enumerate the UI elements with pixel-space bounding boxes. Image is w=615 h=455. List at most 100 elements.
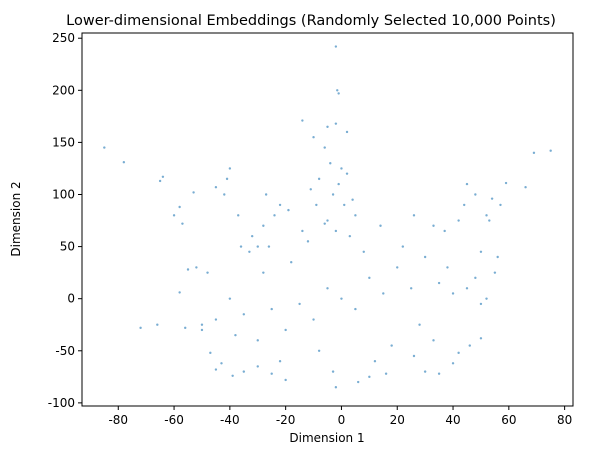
scatter-point <box>390 344 393 347</box>
scatter-point <box>306 240 310 243</box>
scatter-point <box>312 318 315 321</box>
scatter-point <box>401 245 405 248</box>
scatter-point <box>504 181 508 185</box>
x-tick-label: 40 <box>445 413 460 427</box>
scatter-point <box>200 323 204 326</box>
scatter-point <box>186 268 190 271</box>
scatter-point <box>337 182 340 186</box>
scatter-point <box>206 271 209 274</box>
scatter-point <box>457 351 460 355</box>
scatter-point <box>532 151 536 155</box>
scatter-point <box>225 177 229 181</box>
scatter-point <box>373 360 377 363</box>
scatter-point <box>278 203 282 207</box>
scatter-point <box>156 323 159 326</box>
scatter-point <box>250 234 254 238</box>
x-tick-label: -40 <box>220 413 240 427</box>
plot-frame <box>81 32 574 407</box>
scatter-point <box>479 302 483 306</box>
scatter-point <box>340 167 343 170</box>
scatter-point <box>368 375 371 379</box>
scatter-point <box>256 245 259 248</box>
scatter-point <box>418 323 421 326</box>
y-tick-label: -50 <box>55 344 75 358</box>
scatter-point <box>309 188 312 191</box>
scatter-point <box>457 219 460 222</box>
scatter-point <box>264 193 268 196</box>
scatter-point <box>184 326 187 330</box>
scatter-point <box>329 162 332 165</box>
scatter-point <box>234 333 237 337</box>
y-tick-label: 100 <box>52 187 75 201</box>
scatter-point <box>122 161 126 164</box>
x-tick-label: -60 <box>164 413 184 427</box>
scatter-point <box>326 219 329 222</box>
scatter-point <box>368 276 371 280</box>
scatter-point <box>396 266 399 269</box>
scatter-point <box>412 214 416 217</box>
scatter-point <box>267 245 271 248</box>
scatter-point <box>223 193 226 196</box>
data-points <box>103 45 552 389</box>
scatter-point <box>336 89 339 92</box>
scatter-point <box>451 362 455 365</box>
scatter-point <box>315 203 318 207</box>
scatter-point <box>479 337 483 340</box>
scatter-point <box>172 214 176 217</box>
scatter-point <box>323 222 326 225</box>
scatter-point <box>488 219 491 222</box>
scatter-point <box>465 182 469 186</box>
scatter-point <box>284 328 287 332</box>
scatter-point <box>270 372 273 375</box>
scatter-point <box>331 370 335 373</box>
scatter-point <box>331 193 335 196</box>
scatter-point <box>499 203 502 207</box>
scatter-point <box>485 214 488 217</box>
scatter-point <box>273 214 276 217</box>
x-tick-label: 80 <box>557 413 572 427</box>
scatter-point <box>493 271 497 274</box>
scatter-point <box>158 179 162 183</box>
scatter-point <box>228 167 232 170</box>
scatter-point <box>262 271 265 274</box>
scatter-point <box>412 354 416 358</box>
x-tick-label: 60 <box>501 413 516 427</box>
scatter-point <box>337 92 340 95</box>
scatter-point <box>340 297 343 300</box>
scatter-point <box>214 368 218 371</box>
scatter-point <box>474 193 477 196</box>
scatter-point <box>256 365 259 368</box>
scatter-point <box>496 255 499 259</box>
scatter-point <box>287 208 290 212</box>
scatter-point <box>323 146 326 149</box>
x-axis-ticks: -80 -60 -40 -20 0 20 40 60 80 <box>108 406 572 427</box>
scatter-point <box>103 146 106 149</box>
scatter-point <box>317 349 321 352</box>
scatter-point <box>139 326 142 330</box>
scatter-point <box>382 292 385 295</box>
scatter-point <box>432 224 435 227</box>
y-tick-label: 150 <box>52 135 75 149</box>
scatter-point <box>334 386 338 389</box>
scatter-point <box>465 287 469 290</box>
scatter-point <box>463 203 466 207</box>
scatter-point <box>220 362 223 365</box>
scatter-point <box>317 177 321 181</box>
y-tick-label: 50 <box>60 240 75 254</box>
scatter-point <box>343 203 346 207</box>
scatter-point <box>262 224 265 227</box>
scatter-point <box>423 370 427 373</box>
scatter-point <box>301 229 304 233</box>
scatter-point <box>209 351 212 355</box>
x-tick-label: 20 <box>390 413 405 427</box>
scatter-point <box>423 255 427 259</box>
scatter-point <box>356 380 360 384</box>
scatter-point <box>248 250 251 253</box>
scatter-point <box>239 245 243 248</box>
scatter-point <box>524 186 527 189</box>
scatter-point <box>379 224 382 227</box>
y-tick-label: -100 <box>48 396 75 410</box>
scatter-point <box>200 328 204 332</box>
scatter-point <box>334 229 338 233</box>
scatter-point <box>409 287 413 290</box>
